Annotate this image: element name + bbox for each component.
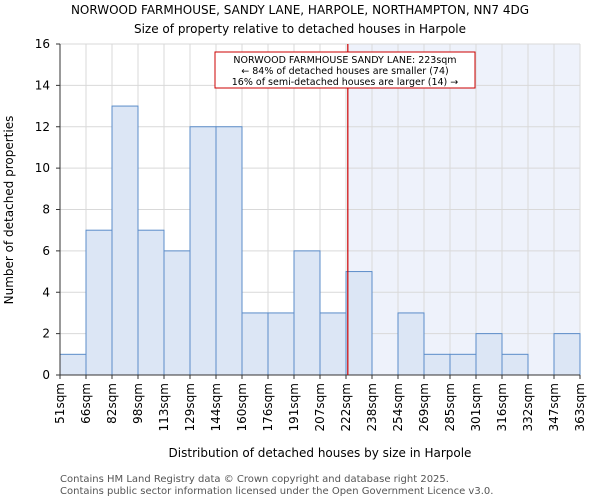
bar-82sqm [111, 105, 139, 376]
bar-160sqm [241, 312, 269, 376]
y-tick-label-2: 2 [42, 327, 50, 341]
x-tick-label-98sqm: 98sqm [131, 383, 145, 424]
x-tick-label-316sqm: 316sqm [495, 383, 509, 431]
y-tick-label-0: 0 [42, 368, 50, 382]
bar-207sqm [319, 312, 347, 376]
annotation-box [214, 51, 476, 89]
y-tick-label-12: 12 [35, 120, 50, 134]
x-tick-label-332sqm: 332sqm [521, 383, 535, 431]
x-tick-label-191sqm: 191sqm [287, 383, 301, 431]
x-tick-label-176sqm: 176sqm [261, 383, 275, 431]
bar-176sqm [267, 312, 295, 376]
y-tick-label-6: 6 [42, 244, 50, 258]
x-tick-label-238sqm: 238sqm [365, 383, 379, 431]
bar-269sqm [423, 353, 451, 376]
x-tick-label-285sqm: 285sqm [443, 383, 457, 431]
bar-51sqm [59, 353, 87, 376]
x-tick-label-347sqm: 347sqm [547, 383, 561, 431]
bar-129sqm [189, 126, 217, 376]
y-tick-label-16: 16 [35, 37, 50, 51]
annotation-line-1: NORWOOD FARMHOUSE SANDY LANE: 223sqm [233, 55, 456, 66]
x-tick-label-222sqm: 222sqm [339, 383, 353, 431]
bar-301sqm [475, 333, 503, 376]
x-tick-label-301sqm: 301sqm [469, 383, 483, 431]
y-axis-label: Number of detached properties [2, 116, 16, 305]
x-tick-label-363sqm: 363sqm [573, 383, 587, 431]
bar-222sqm [345, 271, 373, 376]
x-tick-label-144sqm: 144sqm [209, 383, 223, 431]
y-tick-label-10: 10 [35, 161, 50, 175]
bar-66sqm [85, 229, 113, 376]
chart-subtitle: Size of property relative to detached ho… [134, 22, 466, 36]
annotation-line-2: ← 84% of detached houses are smaller (74… [241, 66, 448, 77]
chart-title: NORWOOD FARMHOUSE, SANDY LANE, HARPOLE, … [71, 3, 529, 17]
footer-line-1: Contains HM Land Registry data © Crown c… [60, 474, 449, 485]
bar-113sqm [163, 250, 191, 376]
x-tick-label-82sqm: 82sqm [105, 383, 119, 424]
bar-285sqm [449, 353, 477, 376]
plot-area: 0 2 4 6 8 10 12 14 16 51sqm 66sqm 82sqm 98sqm 113sqm 1… [35, 37, 587, 431]
x-axis-label: Distribution of detached houses by size … [169, 446, 472, 460]
x-tick-label-207sqm: 207sqm [313, 383, 327, 431]
x-tick-label-66sqm: 66sqm [79, 383, 93, 424]
annotation-line-3: 16% of semi-detached houses are larger (… [232, 77, 459, 88]
bar-347sqm [553, 333, 581, 376]
x-tick-label-51sqm: 51sqm [53, 383, 67, 424]
bar-254sqm [397, 312, 425, 376]
y-tick-label-4: 4 [42, 285, 50, 299]
x-tick-label-113sqm: 113sqm [157, 383, 171, 431]
bar-98sqm [137, 229, 165, 376]
y-tick-label-8: 8 [42, 203, 50, 217]
x-tick-label-129sqm: 129sqm [183, 383, 197, 431]
y-tick-label-14: 14 [35, 78, 50, 92]
bar-144sqm [215, 126, 243, 376]
bar-191sqm [293, 250, 321, 376]
bar-316sqm [501, 353, 529, 376]
x-tick-label-160sqm: 160sqm [235, 383, 249, 431]
x-tick-label-269sqm: 269sqm [417, 383, 431, 431]
x-tick-label-254sqm: 254sqm [391, 383, 405, 431]
footer-line-2: Contains public sector information licen… [60, 486, 493, 497]
